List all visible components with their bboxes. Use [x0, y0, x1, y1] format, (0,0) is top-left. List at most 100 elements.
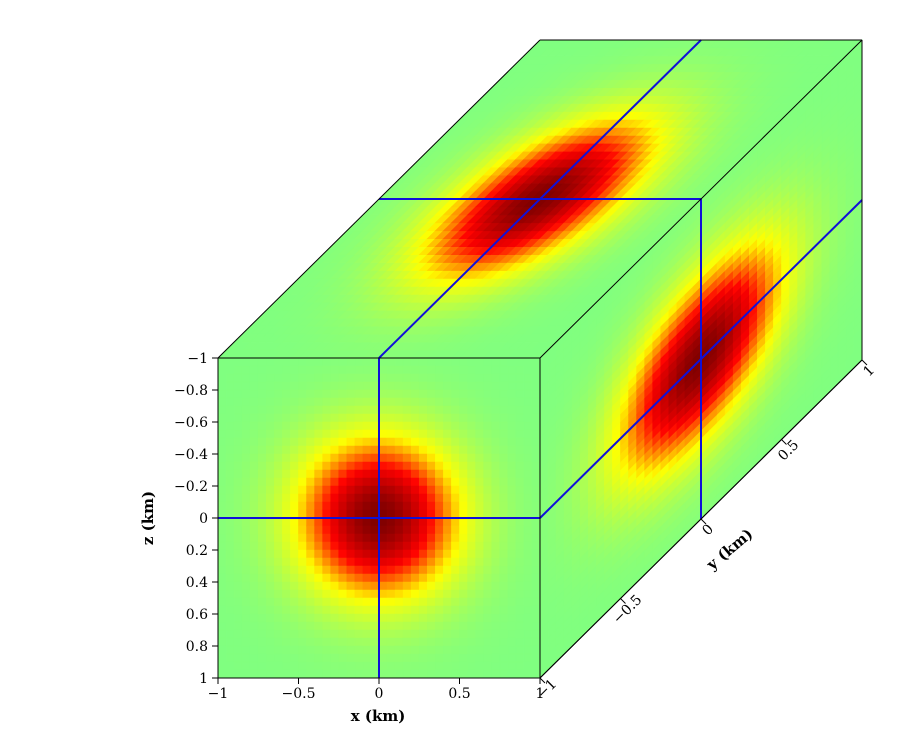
front-face-cell	[459, 525, 468, 535]
front-face-cell	[467, 437, 476, 447]
front-face-cell	[402, 653, 412, 663]
front-face-cell	[443, 477, 452, 487]
front-face-cell	[475, 605, 484, 615]
front-face-cell	[265, 645, 275, 655]
front-face-cell	[507, 533, 517, 543]
front-face-cell	[378, 653, 388, 663]
front-face-cell	[386, 405, 396, 415]
front-face-cell	[298, 541, 307, 551]
front-face-cell	[402, 541, 412, 551]
front-face-cell	[225, 605, 235, 615]
z-tick-label: 0	[199, 511, 208, 527]
front-face-cell	[217, 645, 227, 655]
front-face-cell	[306, 629, 315, 639]
front-face-cell	[306, 357, 315, 367]
front-face-cell	[467, 621, 476, 631]
front-face-cell	[523, 389, 533, 399]
front-face-cell	[346, 653, 356, 663]
front-face-cell	[426, 429, 436, 439]
front-face-cell	[354, 373, 364, 383]
front-face-cell	[410, 645, 420, 655]
front-face-cell	[499, 421, 509, 431]
front-face-cell	[418, 669, 428, 679]
front-face-cell	[322, 381, 332, 391]
front-face-cell	[314, 389, 323, 399]
front-face-cell	[362, 645, 372, 655]
front-face-cell	[282, 485, 291, 495]
front-face-cell	[491, 653, 501, 663]
front-face-cell	[499, 469, 509, 479]
front-face-cell	[330, 565, 340, 575]
front-face-cell	[290, 469, 299, 479]
front-face-cell	[483, 437, 493, 447]
front-face-cell	[523, 549, 533, 559]
front-face-cell	[443, 669, 452, 679]
front-face-cell	[386, 669, 396, 679]
front-face-cell	[435, 461, 444, 471]
front-face-cell	[257, 605, 267, 615]
front-face-cell	[322, 405, 332, 415]
front-face-cell	[370, 405, 380, 415]
front-face-cell	[338, 405, 348, 415]
front-face-cell	[322, 429, 332, 439]
front-face-cell	[233, 565, 243, 575]
y-tick	[861, 359, 868, 366]
front-face-cell	[402, 357, 412, 367]
front-face-cell	[378, 493, 388, 503]
front-face-cell	[314, 357, 323, 367]
front-face-cell	[507, 565, 517, 575]
front-face-cell	[386, 453, 396, 463]
front-face-cell	[499, 629, 509, 639]
front-face-cell	[362, 381, 372, 391]
front-face-cell	[523, 469, 533, 479]
front-face-cell	[499, 517, 509, 527]
front-face-cell	[362, 421, 372, 431]
front-face-cell	[435, 469, 444, 479]
front-face-cell	[257, 525, 267, 535]
front-face-cell	[330, 485, 340, 495]
front-face-cell	[523, 557, 533, 567]
front-face-cell	[459, 581, 468, 591]
front-face-cell	[217, 389, 227, 399]
front-face-cell	[330, 557, 340, 567]
front-face-cell	[426, 637, 436, 647]
front-face-cell	[467, 397, 476, 407]
front-face-cell	[265, 597, 275, 607]
front-face-cell	[298, 629, 307, 639]
front-face-cell	[225, 493, 235, 503]
front-face-cell	[257, 661, 267, 671]
front-face-cell	[491, 573, 501, 583]
front-face-cell	[475, 373, 484, 383]
front-face-cell	[491, 517, 501, 527]
front-face-cell	[265, 429, 275, 439]
front-face-cell	[394, 653, 404, 663]
front-face-cell	[531, 493, 541, 503]
front-face-cell	[346, 485, 356, 495]
front-face-cell	[435, 669, 444, 679]
front-face-cell	[257, 405, 267, 415]
front-face-cell	[418, 381, 428, 391]
front-face-cell	[257, 493, 267, 503]
front-face-cell	[515, 413, 525, 423]
front-face-cell	[362, 533, 372, 543]
front-face-cell	[282, 557, 291, 567]
front-face-cell	[338, 581, 348, 591]
front-face-cell	[314, 629, 323, 639]
front-face-cell	[491, 669, 501, 679]
front-face-cell	[394, 613, 404, 623]
front-face-cell	[346, 397, 356, 407]
front-face-cell	[322, 453, 332, 463]
front-face-cell	[257, 469, 267, 479]
front-face-cell	[418, 533, 428, 543]
front-face-cell	[467, 477, 476, 487]
front-face-cell	[483, 389, 493, 399]
front-face-cell	[426, 501, 436, 511]
front-face-cell	[402, 573, 412, 583]
front-face-cell	[386, 661, 396, 671]
front-face-cell	[475, 501, 484, 511]
front-face-cell	[515, 445, 525, 455]
front-face-cell	[338, 509, 348, 519]
front-face-cell	[233, 509, 243, 519]
front-face-cell	[290, 613, 299, 623]
front-face-cell	[233, 645, 243, 655]
